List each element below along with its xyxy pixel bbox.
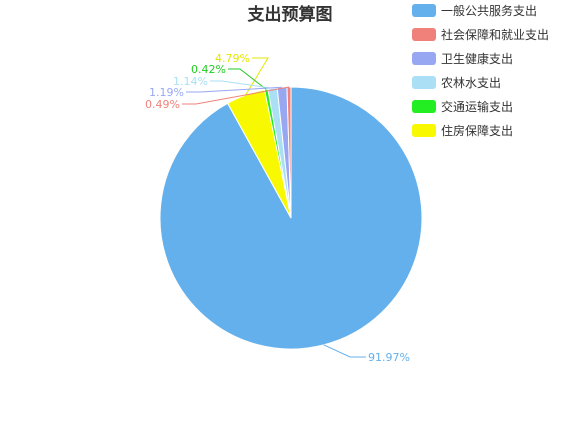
data-label-2: 1.19% [149, 86, 184, 99]
label-leader-line-1 [182, 86, 290, 105]
data-label-0: 91.97% [368, 351, 410, 364]
legend-label-2[interactable]: 卫生健康支出 [441, 51, 513, 66]
legend-swatch-0[interactable] [412, 4, 436, 17]
label-leader-line-3 [210, 80, 273, 89]
label-leader-line-4 [228, 68, 267, 90]
legend-label-0[interactable]: 一般公共服务支出 [441, 3, 537, 18]
legend-swatch-2[interactable] [412, 52, 436, 65]
pie-labels: 91.97% 4.79%0.42%1.14%1.19%0.49% [145, 52, 410, 364]
data-label-3: 1.14% [173, 75, 208, 88]
legend-label-3[interactable]: 农林水支出 [441, 76, 501, 90]
chart-title: 支出预算图 [248, 4, 333, 25]
data-label-1: 0.49% [145, 98, 180, 111]
legend-swatch-3[interactable] [412, 76, 436, 89]
legend-swatch-1[interactable] [412, 28, 436, 41]
legend-swatch-4[interactable] [412, 100, 436, 113]
data-label-4: 0.42% [191, 63, 226, 76]
legend-label-4[interactable]: 交通运输支出 [441, 99, 513, 114]
label-leader-line-5 [245, 57, 269, 96]
label-leader-line-2 [186, 86, 283, 93]
legend-label-1[interactable]: 社会保障和就业支出 [441, 27, 549, 42]
legend-label-5[interactable]: 住房保障支出 [441, 123, 513, 138]
legend-swatch-5[interactable] [412, 124, 436, 137]
pie-slices [159, 86, 423, 350]
label-leader-line-0 [323, 344, 366, 358]
data-label-5: 4.79% [215, 52, 250, 65]
